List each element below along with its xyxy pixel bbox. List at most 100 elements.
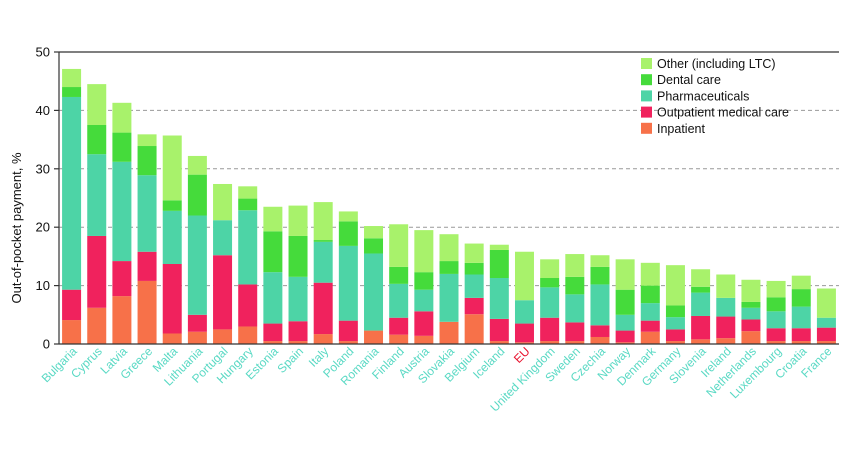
bar-segment-other-including-ltc (540, 259, 560, 279)
bar-segment-outpatient-medical-care (514, 323, 534, 343)
bar-segment-inpatient (137, 280, 157, 344)
bar-segment-inpatient (816, 341, 836, 344)
bar-segment-outpatient-medical-care (741, 319, 761, 332)
bar-segment-other-including-ltc (665, 265, 685, 306)
y-tick-label: 50 (36, 45, 50, 60)
bar-segment-outpatient-medical-care (540, 317, 560, 342)
bar-segment-dental-care (489, 249, 509, 279)
legend-swatch-pharmaceuticals (641, 90, 652, 102)
bar-segment-pharmaceuticals (112, 161, 132, 262)
bar-segment-outpatient-medical-care (640, 320, 660, 332)
bar-segment-inpatient (414, 335, 434, 344)
bar-segment-other-including-ltc (62, 68, 82, 88)
bar-segment-inpatient (791, 341, 811, 344)
bar-segment-inpatient (540, 341, 560, 344)
bar-segment-dental-care (112, 132, 132, 162)
bar-segment-outpatient-medical-care (565, 322, 585, 342)
bar-segment-pharmaceuticals (364, 253, 384, 331)
legend-label: Outpatient medical care (657, 106, 789, 120)
bar-segment-dental-care (62, 87, 82, 97)
bar-segment-other-including-ltc (590, 255, 610, 267)
bar-segment-pharmaceuticals (489, 278, 509, 319)
bar-segment-other-including-ltc (766, 280, 786, 298)
bar-segment-dental-care (665, 305, 685, 318)
bar-segment-inpatient (263, 341, 283, 344)
bar-segment-dental-care (313, 240, 333, 242)
bar-segment-other-including-ltc (187, 155, 207, 175)
bar-segment-pharmaceuticals (338, 245, 358, 321)
bar-segment-pharmaceuticals (665, 317, 685, 330)
bar-segment-dental-care (187, 174, 207, 216)
bar-segment-other-including-ltc (338, 211, 358, 222)
bar-segment-pharmaceuticals (540, 287, 560, 318)
bar-segment-inpatient (439, 321, 459, 344)
legend-swatch-outpatient-medical-care (641, 106, 652, 118)
bar-segment-pharmaceuticals (238, 210, 258, 285)
bar-segment-outpatient-medical-care (816, 327, 836, 342)
bar-segment-other-including-ltc (716, 274, 736, 298)
bar-segment-other-including-ltc (791, 275, 811, 290)
bars (62, 68, 836, 344)
legend-label: Pharmaceuticals (657, 89, 749, 103)
y-axis-label: Out-of-pocket payment, % (9, 152, 24, 303)
bar-segment-other-including-ltc (112, 102, 132, 133)
bar-segment-dental-care (414, 272, 434, 290)
bar-segment-dental-care (741, 301, 761, 308)
bar-segment-inpatient (238, 326, 258, 344)
y-tick-label: 0 (43, 337, 50, 352)
bar-segment-dental-care (389, 266, 409, 284)
bar-segment-dental-care (137, 146, 157, 176)
bar-segment-pharmaceuticals (590, 284, 610, 326)
bar-segment-inpatient (364, 330, 384, 344)
bar-segment-other-including-ltc (288, 205, 308, 236)
bar-segment-outpatient-medical-care (288, 321, 308, 342)
bar-segment-outpatient-medical-care (665, 329, 685, 342)
bar-segment-other-including-ltc (137, 134, 157, 147)
bar-segment-dental-care (766, 297, 786, 312)
bar-segment-inpatient (489, 341, 509, 344)
bar-segment-outpatient-medical-care (414, 311, 434, 336)
bar-segment-outpatient-medical-care (691, 315, 711, 340)
bar-segment-inpatient (665, 341, 685, 344)
bar-segment-inpatient (565, 341, 585, 344)
bar-segment-outpatient-medical-care (187, 314, 207, 332)
bar-segment-dental-care (464, 262, 484, 275)
bar-segment-inpatient (62, 320, 82, 344)
axes (54, 51, 839, 345)
bar-segment-other-including-ltc (87, 84, 107, 125)
category-label: Spain (275, 344, 307, 376)
bar-segment-pharmaceuticals (162, 210, 182, 264)
bar-segment-dental-care (791, 289, 811, 307)
bar-segment-pharmaceuticals (640, 303, 660, 321)
y-tick-label: 30 (36, 161, 50, 176)
bar-segment-inpatient (464, 314, 484, 344)
bar-segment-pharmaceuticals (213, 220, 233, 256)
bar-segment-outpatient-medical-care (263, 323, 283, 342)
bar-segment-pharmaceuticals (137, 175, 157, 252)
bar-segment-pharmaceuticals (313, 241, 333, 283)
category-labels: BulgariaCyprusLatviaGreeceMaltaLithuania… (39, 344, 835, 415)
bar-segment-outpatient-medical-care (590, 325, 610, 337)
bar-segment-outpatient-medical-care (238, 284, 258, 327)
bar-segment-other-including-ltc (489, 244, 509, 250)
bar-segment-pharmaceuticals (615, 314, 635, 331)
bar-segment-outpatient-medical-care (313, 282, 333, 335)
bar-segment-inpatient (162, 333, 182, 344)
bar-segment-other-including-ltc (565, 254, 585, 277)
bar-segment-pharmaceuticals (439, 273, 459, 322)
bar-segment-dental-care (338, 221, 358, 246)
bar-segment-pharmaceuticals (263, 272, 283, 324)
bar-segment-pharmaceuticals (87, 154, 107, 236)
bar-segment-pharmaceuticals (62, 96, 82, 290)
bar-segment-outpatient-medical-care (464, 297, 484, 315)
bar-segment-outpatient-medical-care (213, 255, 233, 330)
bar-segment-inpatient (389, 334, 409, 344)
bar-segment-other-including-ltc (464, 243, 484, 263)
bar-segment-other-including-ltc (389, 224, 409, 267)
bar-segment-other-including-ltc (514, 251, 534, 301)
bar-segment-inpatient (213, 329, 233, 344)
bar-segment-outpatient-medical-care (112, 261, 132, 297)
bar-segment-other-including-ltc (162, 135, 182, 201)
